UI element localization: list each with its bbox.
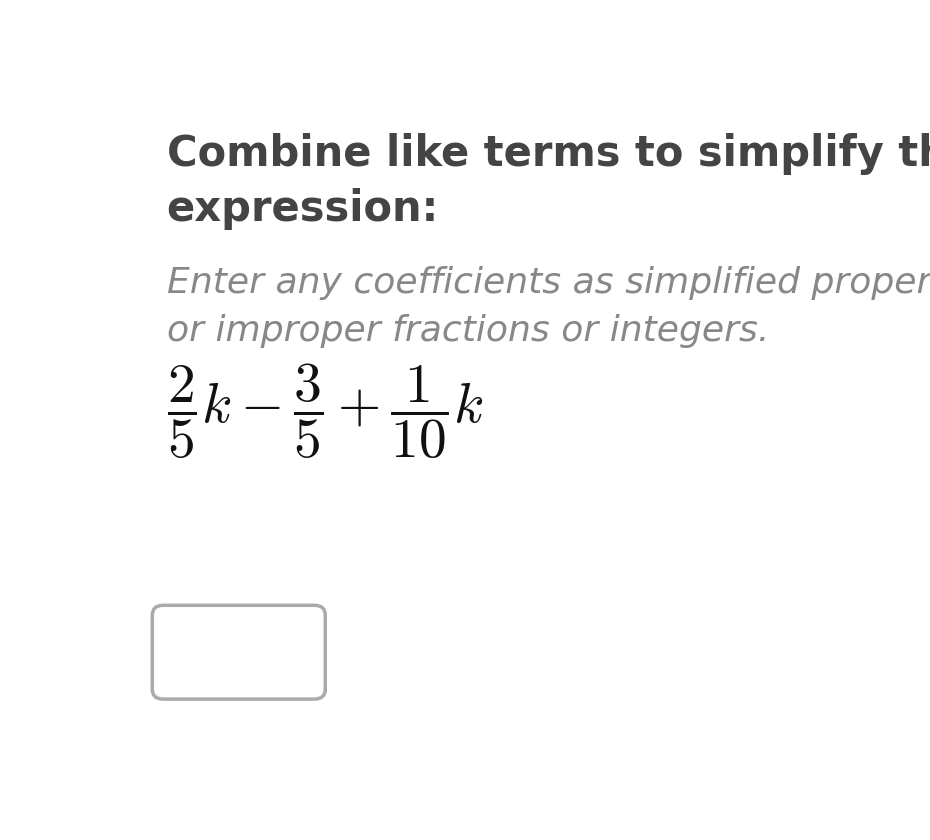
Text: $\dfrac{2}{5}k - \dfrac{3}{5} + \dfrac{1}{10}k$: $\dfrac{2}{5}k - \dfrac{3}{5} + \dfrac{1… <box>166 361 483 461</box>
FancyBboxPatch shape <box>153 606 326 699</box>
Text: Combine like terms to simplify the: Combine like terms to simplify the <box>166 133 930 175</box>
Text: or improper fractions or integers.: or improper fractions or integers. <box>166 314 769 349</box>
Text: expression:: expression: <box>166 188 439 230</box>
Text: Enter any coefficients as simplified proper: Enter any coefficients as simplified pro… <box>166 265 930 300</box>
